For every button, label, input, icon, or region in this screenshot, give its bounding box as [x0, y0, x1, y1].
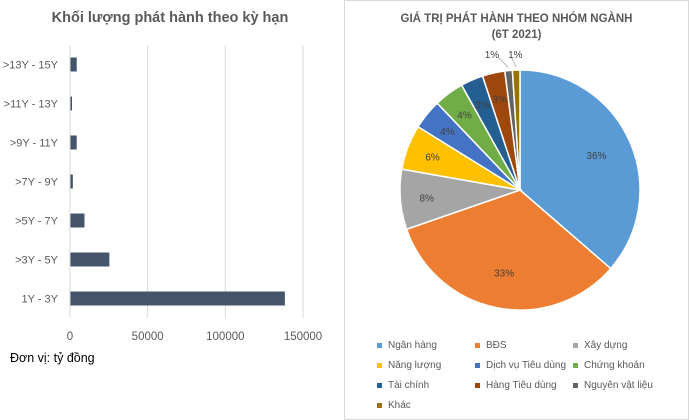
legend-item: Xây dựng — [573, 340, 627, 351]
pie-data-label: 3% — [475, 100, 490, 111]
y-tick-label: >9Y - 11Y — [10, 138, 59, 150]
legend-item: Tài chính — [377, 380, 429, 391]
legend-label: Ngân hàng — [388, 340, 437, 351]
pie-data-label: 33% — [494, 268, 514, 279]
pie-slice — [519, 69, 641, 270]
bar — [70, 135, 77, 150]
legend-swatch — [573, 363, 578, 368]
legend-item: BĐS — [475, 340, 507, 351]
y-tick-label: >3Y - 5Y — [15, 255, 59, 267]
pie-slice — [405, 189, 612, 311]
legend-item: Khác — [377, 400, 411, 411]
leader-line — [497, 56, 509, 68]
pie-data-label: 8% — [419, 193, 434, 204]
legend-label: Xây dựng — [584, 340, 628, 351]
pie-chart-title: GIÁ TRỊ PHÁT HÀNH THEO NHÓM NGÀNH (6T 20… — [345, 11, 688, 43]
pie-slice — [511, 69, 521, 191]
y-tick-label: >11Y - 13Y — [4, 99, 59, 111]
x-tick-label: 50000 — [132, 331, 164, 343]
bar — [70, 174, 73, 189]
x-tick-label: 100000 — [206, 331, 244, 343]
legend-item: Hàng Tiêu dùng — [475, 380, 557, 391]
legend-label: Tài chính — [388, 380, 430, 391]
issuance-by-term-panel: Khối lượng phát hành theo kỳ hạn 0 50000 1… — [0, 0, 340, 420]
y-tick-label: 1Y - 3Y — [22, 294, 59, 306]
bar-chart: 0 50000 100000 150000 >13Y - 15Y >11Y - 13Y >9… — [3, 45, 322, 343]
legend-swatch — [475, 343, 480, 348]
legend-swatch — [377, 403, 382, 408]
legend-item: Ngân hàng — [377, 340, 437, 351]
y-tick-label: >5Y - 7Y — [15, 216, 59, 228]
bar-chart-title: Khối lượng phát hành theo kỳ hạn — [51, 10, 289, 26]
pie-data-label: 4% — [457, 111, 472, 122]
y-tick-label: >7Y - 9Y — [15, 177, 59, 189]
legend-label: Năng lượng — [388, 360, 442, 371]
y-tick-label: >13Y - 15Y — [3, 60, 59, 72]
pie-chart-title-line2: (6T 2021) — [491, 29, 542, 41]
legend-swatch — [377, 383, 382, 388]
bar — [70, 96, 72, 111]
bar — [70, 252, 110, 267]
pie-data-label: 1% — [508, 50, 523, 61]
pie-data-label: 36% — [586, 151, 606, 162]
legend-swatch — [377, 363, 382, 368]
legend-item: Năng lượng — [377, 360, 441, 371]
pie-chart: 36%33%8%6%4%4%3%3%1% 1% — [399, 50, 641, 311]
bar — [70, 291, 285, 306]
legend-label: Hàng Tiêu dùng — [486, 380, 557, 391]
x-tick-label: 150000 — [284, 331, 322, 343]
pie-data-label: 1% — [485, 50, 500, 61]
legend-label: BĐS — [486, 340, 507, 351]
leader-line — [510, 56, 517, 68]
legend-item: Chứng khoán — [573, 360, 645, 371]
legend-label: Khác — [388, 400, 411, 411]
pie-data-label: 6% — [425, 153, 440, 164]
legend-item: Nguyên vật liệu — [573, 380, 653, 391]
legend-label: Dịch vụ Tiêu dùng — [486, 360, 567, 371]
legend-item: Dịch vụ Tiêu dùng — [475, 360, 566, 371]
pie-data-label: 4% — [440, 127, 455, 138]
unit-note: Đơn vị: tỷ đồng — [10, 351, 95, 365]
legend-swatch — [573, 343, 578, 348]
legend-label: Nguyên vật liệu — [584, 380, 653, 391]
legend-swatch — [573, 383, 578, 388]
legend-label: Chứng khoán — [584, 360, 645, 371]
pie-chart-title-line1: GIÁ TRỊ PHÁT HÀNH THEO NHÓM NGÀNH — [400, 13, 633, 25]
issuance-by-sector-panel: GIÁ TRỊ PHÁT HÀNH THEO NHÓM NGÀNH (6T 20… — [344, 0, 689, 420]
pie-data-label: 3% — [492, 95, 507, 106]
legend-swatch — [475, 363, 480, 368]
x-tick-label: 0 — [67, 331, 73, 343]
legend-swatch — [377, 343, 382, 348]
bar — [70, 213, 85, 228]
legend-swatch — [475, 383, 480, 388]
bar — [70, 57, 77, 72]
